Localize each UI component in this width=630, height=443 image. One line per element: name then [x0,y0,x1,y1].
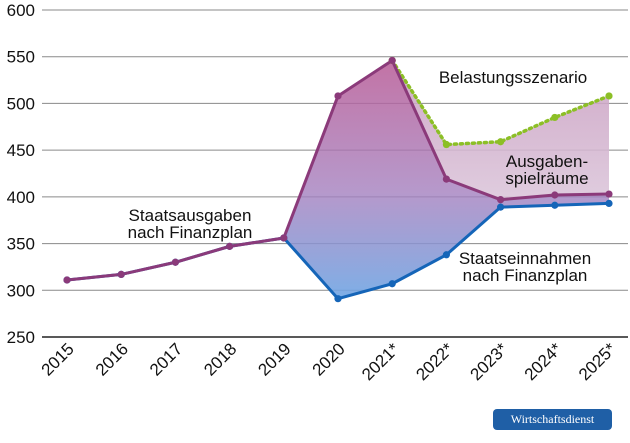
data-point [497,138,505,146]
y-tick-label: 450 [7,141,35,160]
x-tick-label: 2022* [412,339,457,384]
y-axis-ticks: 250 300 350 400 450 500 550 600 [7,1,35,347]
series-points [63,56,613,303]
y-tick-label: 500 [7,94,35,113]
x-tick-label: 2015 [38,339,78,379]
data-point [442,140,450,149]
data-point [605,190,613,198]
x-tick-label: 2023* [467,339,512,384]
annotation-spielraeume: Ausgaben- spielräume [505,152,588,188]
data-point [226,242,234,250]
x-tick-label: 2025* [575,339,620,384]
data-point [388,56,396,65]
x-tick-label: 2018 [200,339,240,379]
area-ausgabenspielraeume [392,60,609,200]
data-point [388,280,396,288]
data-point [605,199,613,207]
data-point [497,203,505,211]
y-tick-label: 550 [7,48,35,67]
data-point [117,270,125,279]
annotation-einnahmen: Staatseinnahmen nach Finanzplan [459,249,591,285]
data-point [442,175,450,183]
annotation-einnahmen-line2: nach Finanzplan [463,266,588,285]
x-tick-label: 2017 [146,339,186,379]
annotation-spielraeume-line1: Ausgaben- [506,152,588,171]
x-tick-label: 2020 [309,339,349,379]
data-point [334,92,342,100]
annotation-einnahmen-line1: Staatseinnahmen [459,249,591,268]
data-point [551,113,559,122]
y-tick-label: 350 [7,235,35,254]
data-point [334,295,342,303]
data-point [280,234,288,242]
annotation-belastung: Belastungsszenario [439,68,587,87]
wirtschaftsdienst-logo: Wirtschaftsdienst [493,409,612,430]
annotation-ausgaben-line1: Staatsausgaben [129,206,252,225]
x-tick-label: 2021* [358,339,403,384]
x-axis-ticks: 2015 2016 2017 2018 2019 2020 2021* 2022* 2023* 2… [38,339,620,384]
x-tick-label: 2016 [92,339,132,379]
y-tick-label: 600 [7,1,35,20]
annotation-belastung-line1: Belastungsszenario [439,68,587,87]
annotation-ausgaben-line2: nach Finanzplan [128,223,253,242]
annotation-ausgaben: Staatsausgaben nach Finanzplan [128,206,253,242]
y-tick-label: 400 [7,188,35,207]
annotation-spielraeume-line2: spielräume [505,169,588,188]
data-point [497,196,505,204]
data-point [63,276,71,284]
x-tick-label: 2024* [521,339,566,384]
data-point [171,258,179,266]
data-point [551,201,559,209]
data-point [551,191,559,199]
x-tick-label: 2019 [254,339,294,379]
data-point [442,251,450,259]
y-tick-label: 300 [7,281,35,300]
data-point [605,92,613,100]
y-tick-label: 250 [7,328,35,347]
